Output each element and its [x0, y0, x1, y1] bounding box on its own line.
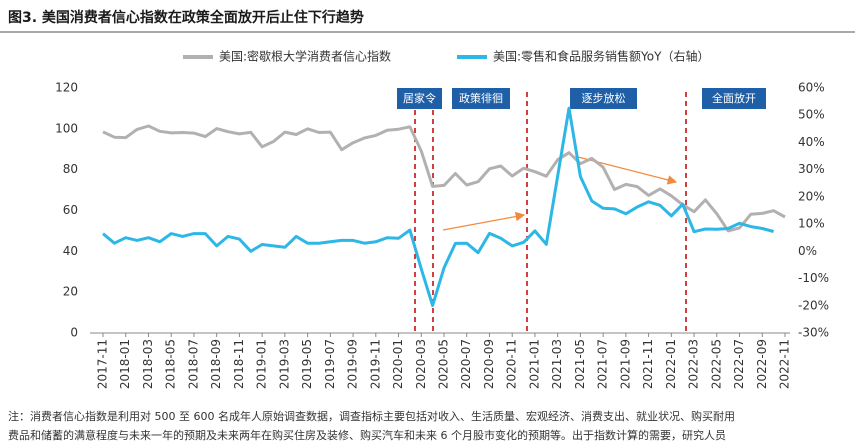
x-tick-label: 2022-05 — [709, 339, 723, 389]
x-tick-label: 2018-05 — [164, 339, 178, 389]
chart-title: 图3. 美国消费者信心指数在政策全面放开后止住下行趋势 — [8, 9, 364, 26]
y-tick-label: 80 — [63, 162, 78, 176]
annotation-label: 政策徘徊 — [459, 91, 503, 105]
y2-tick-label: 40% — [798, 135, 825, 149]
x-tick-label: 2020-01 — [391, 339, 405, 389]
x-tick-label: 2022-09 — [755, 339, 769, 389]
series-line — [102, 106, 774, 307]
x-tick-label: 2019-11 — [368, 339, 382, 389]
annotation-label: 全面放开 — [712, 91, 756, 105]
x-tick-label: 2021-03 — [550, 339, 564, 389]
x-tick-label: 2019-07 — [323, 339, 337, 389]
y-tick-label: 40 — [63, 244, 78, 258]
annotation-box — [702, 88, 766, 109]
x-tick-label: 2022-07 — [732, 339, 746, 389]
x-tick-label: 2019-03 — [277, 339, 291, 389]
y2-tick-label: -30% — [798, 326, 829, 340]
note-line: 注：消费者信心指数是利用对 500 至 600 名成年人原始调查数据，调查指标主… — [8, 409, 735, 423]
x-tick-label: 2018-07 — [186, 339, 200, 389]
x-tick-label: 2018-11 — [232, 339, 246, 389]
x-tick-label: 2017-11 — [96, 339, 110, 389]
x-tick-label: 2019-01 — [255, 339, 269, 389]
y-tick-label: 120 — [55, 81, 78, 95]
annotation-label: 居家令 — [403, 91, 436, 105]
x-tick-label: 2021-05 — [573, 339, 587, 389]
y-tick-label: 100 — [55, 121, 78, 135]
x-tick-label: 2020-05 — [437, 339, 451, 389]
x-tick-label: 2018-01 — [118, 339, 132, 389]
legend-label: 美国:零售和食品服务销售额YoY（右轴） — [493, 49, 709, 64]
x-tick-label: 2018-09 — [209, 339, 223, 389]
y2-tick-label: 30% — [798, 162, 825, 176]
x-tick-label: 2021-09 — [618, 339, 632, 389]
x-tick-label: 2019-05 — [300, 339, 314, 389]
x-tick-label: 2022-03 — [687, 339, 701, 389]
note-line: 费品和储蓄的满意程度与未来一年的预期及未来两年在购买住房及装修、购买汽车和未来 … — [8, 428, 726, 442]
annotation-box — [570, 88, 637, 109]
x-tick-label: 2020-11 — [505, 339, 519, 389]
y2-tick-label: -20% — [798, 298, 829, 312]
y2-tick-label: 20% — [798, 189, 825, 203]
x-tick-label: 2020-03 — [414, 339, 428, 389]
y2-tick-label: 10% — [798, 217, 825, 231]
x-tick-label: 2022-01 — [664, 339, 678, 389]
y-tick-label: 0 — [70, 326, 78, 340]
annotation-box — [397, 88, 442, 109]
y2-tick-label: 60% — [798, 81, 825, 95]
y2-tick-label: 50% — [798, 108, 825, 122]
x-tick-label: 2020-09 — [482, 339, 496, 389]
x-tick-label: 2021-11 — [641, 339, 655, 389]
x-tick-label: 2021-07 — [596, 339, 610, 389]
annotation-box — [452, 88, 510, 109]
trend-arrow — [442, 211, 526, 231]
y2-tick-label: -10% — [798, 271, 829, 285]
y2-tick-label: 0% — [798, 244, 817, 258]
annotation-label: 逐步放松 — [582, 91, 626, 105]
series-line — [102, 124, 786, 233]
x-tick-label: 2021-01 — [527, 339, 541, 389]
legend-label: 美国:密歇根大学消费者信心指数 — [219, 49, 391, 64]
x-tick-label: 2020-07 — [459, 339, 473, 389]
y-tick-label: 20 — [63, 285, 78, 299]
x-tick-label: 2022-11 — [778, 339, 792, 389]
y-tick-label: 60 — [63, 203, 78, 217]
x-tick-label: 2018-03 — [141, 339, 155, 389]
x-tick-label: 2019-09 — [346, 339, 360, 389]
